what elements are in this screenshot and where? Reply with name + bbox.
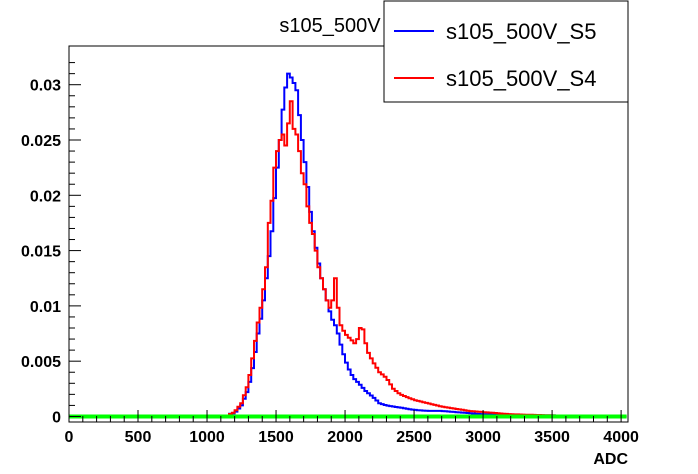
- y-tick-label: 0.03: [30, 78, 61, 95]
- y-tick-label: 0.015: [21, 244, 61, 261]
- y-tick-label: 0.01: [30, 299, 61, 316]
- x-tick-label: 0: [65, 429, 74, 446]
- x-tick-label: 1000: [189, 429, 225, 446]
- y-tick-label: 0.005: [21, 354, 61, 371]
- legend-entry-label: s105_500V_S5: [446, 19, 596, 44]
- x-tick-label: 3500: [534, 429, 570, 446]
- plot-frame: [68, 45, 629, 423]
- legend-box: [383, 0, 629, 103]
- y-tick-label: 0: [52, 409, 61, 426]
- legend: s105_500V_S5 s105_500V_S4: [383, 0, 629, 103]
- chart-title: s105_500V: [279, 15, 381, 37]
- x-tick-label: 1500: [258, 429, 294, 446]
- axes: 0 500 1000 1500 2000 2500 3000 3500 4000 0 0.005 0.…: [21, 45, 639, 446]
- legend-entry-label: s105_500V_S4: [446, 66, 596, 91]
- x-tick-label: 500: [125, 429, 152, 446]
- x-tick-label: 3000: [465, 429, 501, 446]
- y-tick-label: 0.02: [30, 188, 61, 205]
- y-tick-label: 0.025: [21, 133, 61, 150]
- x-tick-label: 2500: [396, 429, 432, 446]
- plot-area: [69, 72, 627, 419]
- x-tick-label: 4000: [603, 429, 639, 446]
- x-axis-title: ADC: [593, 451, 628, 468]
- x-tick-label: 2000: [327, 429, 363, 446]
